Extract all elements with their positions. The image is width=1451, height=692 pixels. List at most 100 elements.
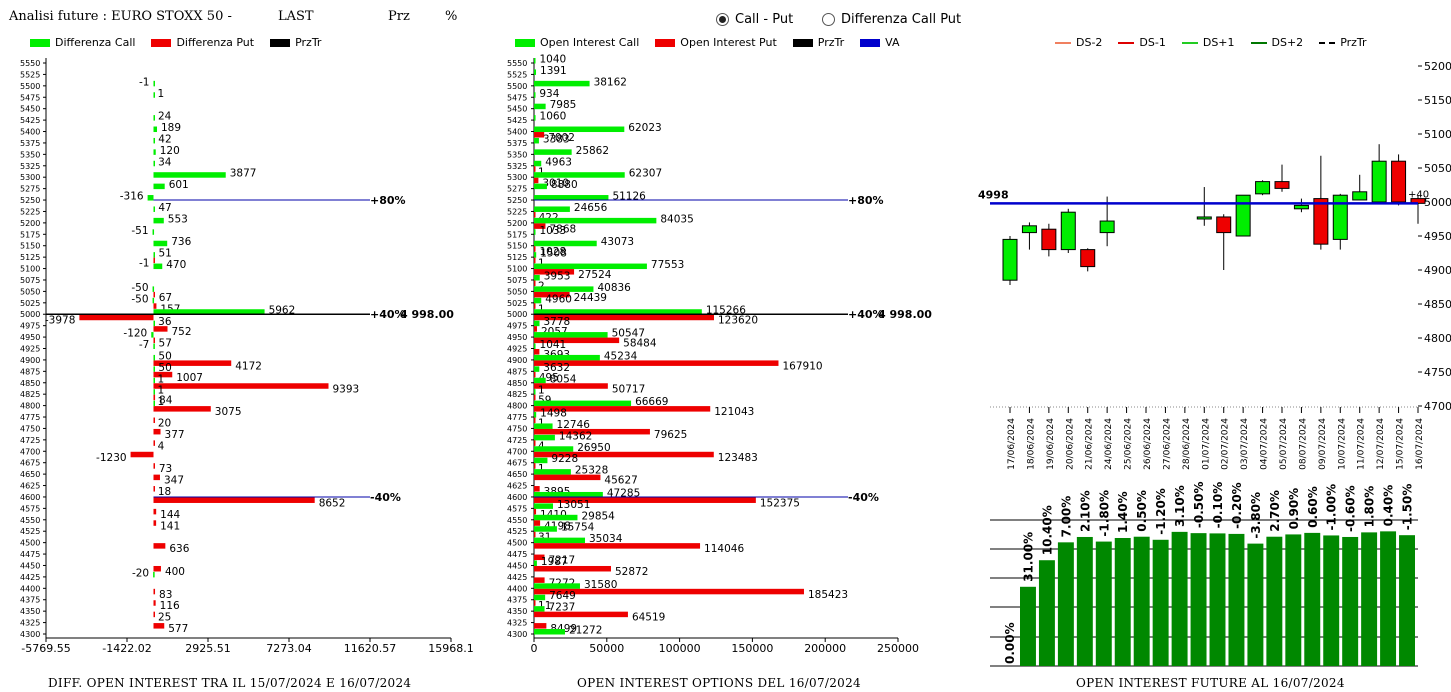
legend-line	[1319, 41, 1336, 44]
put-value: -1230	[96, 452, 127, 464]
put-value: 20	[158, 418, 171, 430]
strike-label: 4925	[20, 345, 40, 354]
date-label: 05/07/2024	[1279, 418, 1289, 470]
call-bar	[153, 206, 155, 212]
strike-label: 4825	[20, 390, 40, 399]
legend-line	[1250, 41, 1267, 44]
strike-label: 4775	[507, 413, 527, 422]
call-bar	[534, 115, 536, 121]
oi-bar	[1247, 543, 1264, 666]
strike-label: 5175	[507, 230, 527, 239]
date-label: 11/07/2024	[1357, 418, 1367, 470]
strike-label: 4975	[20, 322, 40, 331]
call-bar	[153, 252, 155, 258]
call-bar	[534, 366, 540, 372]
strike-label: 5500	[20, 82, 40, 91]
call-bar	[534, 240, 597, 247]
radio-dot-icon[interactable]	[716, 13, 729, 26]
legend-label: DS+1	[1202, 36, 1235, 49]
oi-bar	[1361, 532, 1378, 666]
candle-y-label: 5100	[1424, 128, 1451, 141]
put-value: 141	[160, 520, 180, 532]
call-bar	[534, 160, 542, 167]
call-value: 62307	[629, 168, 662, 180]
strike-label: 5050	[507, 287, 527, 296]
call-value: 50	[158, 362, 171, 374]
put-bar	[534, 554, 545, 561]
call-value: 34	[158, 156, 172, 168]
call-bar	[152, 286, 155, 292]
call-bar	[534, 457, 548, 464]
call-value: 1041	[540, 339, 567, 351]
put-bar	[153, 326, 168, 332]
call-bar	[534, 103, 546, 110]
oi-bar	[1020, 586, 1036, 666]
legend-item: Differenza Put	[151, 36, 254, 49]
put-bar	[534, 531, 536, 538]
oi-label: 0.90%	[1287, 488, 1301, 530]
call-bar	[151, 332, 154, 338]
call-value: 66669	[635, 396, 668, 408]
oi-bar	[1380, 531, 1397, 666]
strike-label: 4350	[507, 607, 527, 616]
legend-label: PrzTr	[817, 36, 845, 49]
strike-label: 5000	[20, 310, 40, 319]
call-bar	[153, 160, 155, 167]
put-value: 4172	[235, 360, 262, 372]
call-bar	[534, 389, 536, 395]
oi-bar	[1304, 532, 1321, 666]
oi-label: 7.00%	[1059, 496, 1073, 538]
call-bar	[534, 560, 537, 566]
legend-label: PrzTr	[1340, 36, 1367, 49]
call-value: 43073	[601, 236, 634, 248]
call-bar	[534, 183, 547, 190]
strike-label: 4300	[20, 630, 40, 639]
candle-body	[1021, 225, 1037, 234]
strike-label: 4425	[507, 573, 527, 582]
call-bar	[153, 183, 165, 190]
radio-call-put[interactable]: Call - Put	[716, 12, 793, 27]
marker-label: +40%	[848, 308, 884, 321]
call-value: 1498	[540, 408, 567, 420]
call-bar	[534, 491, 603, 498]
legend-item: PrzTr	[792, 36, 845, 49]
candle-y-label: 4750	[1424, 366, 1451, 379]
call-value: -1	[139, 76, 149, 88]
call-value: -50	[131, 282, 148, 294]
call-bar	[153, 389, 155, 395]
strike-label: 5075	[507, 276, 527, 285]
put-value: 3010	[542, 178, 569, 190]
date-label: 20/06/2024	[1065, 418, 1075, 470]
strike-label: 5425	[507, 116, 527, 125]
radio-dot-icon[interactable]	[822, 13, 835, 26]
legend-line	[1181, 41, 1198, 44]
call-bar	[534, 434, 555, 441]
strike-label: 4500	[507, 539, 527, 548]
call-bar	[534, 469, 571, 475]
x-tick-label: 100000	[659, 642, 701, 655]
oi-bar	[1133, 536, 1150, 666]
oi-label: 1.40%	[1116, 491, 1130, 533]
x-tick-label: 150000	[731, 642, 773, 655]
legend-item: DS+1	[1181, 36, 1235, 49]
candle-y-label: 4700	[1424, 400, 1451, 413]
strike-label: 5025	[507, 299, 527, 308]
strike-label: 4625	[20, 482, 40, 491]
strike-label: 4950	[20, 333, 40, 342]
radio-diff[interactable]: Differenza Call Put	[822, 12, 961, 27]
call-bar	[534, 606, 545, 612]
strike-label: 5150	[507, 242, 527, 251]
oi-bar	[1038, 560, 1055, 666]
candle-body	[1235, 194, 1251, 237]
call-bar	[534, 377, 546, 384]
put-bar	[534, 211, 536, 218]
strike-label: 5300	[507, 173, 527, 182]
call-value: 3632	[543, 362, 570, 374]
strike-label: 4550	[507, 516, 527, 525]
radio-diff-label: Differenza Call Put	[841, 12, 962, 27]
call-value: 26950	[577, 442, 610, 454]
put-bar	[534, 360, 779, 366]
call-value: -120	[123, 328, 147, 340]
call-bar	[534, 343, 536, 349]
call-value: 50547	[612, 328, 645, 340]
